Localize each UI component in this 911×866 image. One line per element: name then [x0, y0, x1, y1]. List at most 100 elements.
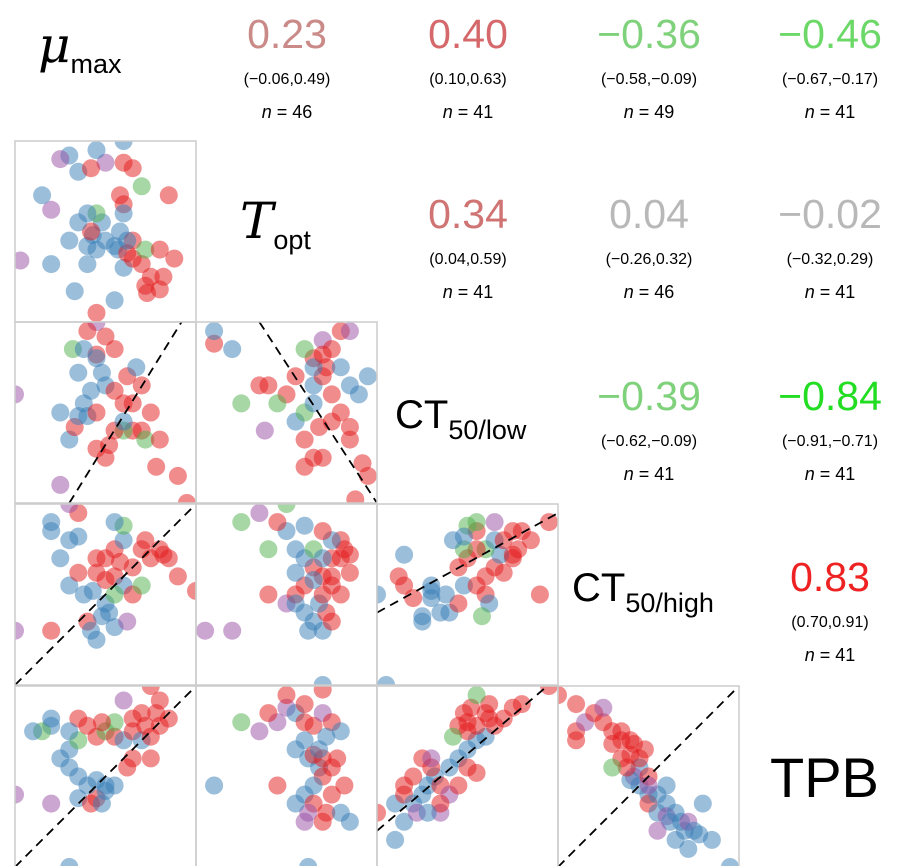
variable-subscript: opt	[273, 225, 311, 255]
data-point	[33, 186, 52, 205]
variable-label: CT50/low	[395, 395, 526, 445]
data-point	[295, 340, 314, 359]
data-point	[223, 621, 242, 640]
data-point	[299, 858, 318, 866]
data-point	[693, 794, 712, 813]
correlation-cell: −0.46 (−0.67,−0.17) n = 41	[740, 14, 911, 123]
data-point	[196, 621, 215, 640]
data-point	[444, 531, 462, 550]
data-point	[340, 563, 359, 582]
data-point	[473, 607, 491, 626]
data-point	[503, 522, 522, 541]
sample-size: n = 49	[623, 102, 675, 122]
confidence-interval: (−0.06,0.49)	[243, 71, 331, 88]
data-point	[154, 267, 173, 286]
data-point	[141, 267, 160, 286]
data-point	[679, 839, 698, 858]
scatter-panels	[14, 140, 740, 866]
data-point	[96, 327, 115, 346]
data-point	[69, 527, 88, 546]
data-point	[467, 686, 486, 704]
data-point	[205, 776, 224, 795]
data-point	[304, 358, 323, 377]
regression-line	[258, 322, 377, 503]
data-point	[42, 513, 61, 532]
confidence-interval: (−0.58,−0.09)	[600, 71, 698, 88]
data-point	[454, 576, 473, 595]
data-point	[413, 607, 432, 626]
correlation-value: −0.39	[597, 373, 701, 419]
sample-size: n = 46	[261, 102, 313, 122]
correlation-value: 0.04	[609, 191, 689, 237]
data-point	[313, 549, 332, 568]
data-point	[444, 727, 462, 746]
data-point	[310, 418, 329, 436]
data-point	[389, 567, 408, 586]
data-point	[114, 531, 133, 550]
data-point	[205, 322, 224, 341]
confidence-interval: (0.04,0.59)	[429, 251, 507, 268]
data-point	[51, 403, 70, 422]
scatter-panel-r3-c2	[376, 503, 559, 686]
data-point	[431, 794, 450, 813]
data-point	[136, 531, 155, 550]
data-point	[232, 394, 251, 413]
data-point	[340, 812, 359, 831]
data-point	[105, 340, 124, 359]
data-point	[449, 594, 468, 613]
data-point	[15, 251, 30, 270]
correlation-value: 0.83	[790, 554, 870, 600]
correlation-value: −0.46	[778, 11, 882, 57]
data-point	[449, 776, 468, 795]
data-point	[657, 776, 676, 795]
data-point	[558, 686, 567, 704]
data-point	[494, 563, 513, 582]
data-point	[436, 585, 455, 604]
data-point	[111, 186, 129, 205]
variable-subscript: max	[70, 49, 122, 79]
data-point	[322, 385, 341, 404]
data-point	[150, 691, 169, 710]
data-point	[51, 475, 70, 494]
correlation-cell: 0.04 (−0.26,0.32) n = 46	[559, 194, 739, 303]
data-point	[313, 686, 332, 699]
data-point	[277, 686, 296, 704]
data-point	[594, 698, 613, 717]
data-point	[78, 255, 97, 274]
data-point	[259, 704, 278, 723]
correlation-value: −0.36	[597, 11, 701, 57]
data-point	[15, 385, 24, 404]
confidence-interval: (−0.67,−0.17)	[781, 71, 879, 88]
data-point	[147, 457, 166, 476]
data-point	[136, 240, 155, 259]
data-point	[250, 722, 269, 741]
data-point	[118, 612, 137, 631]
variable-label: Topt	[240, 196, 311, 255]
data-point	[87, 349, 106, 368]
data-point	[377, 585, 386, 604]
data-point	[313, 676, 332, 685]
panel-frame	[557, 685, 740, 866]
panel-frame	[195, 321, 378, 504]
data-point	[639, 776, 658, 795]
data-point	[118, 231, 137, 250]
data-point	[509, 540, 528, 559]
confidence-interval: (−0.91,−0.71)	[781, 433, 879, 450]
data-point	[335, 776, 354, 795]
data-point	[78, 322, 97, 341]
regression-line	[15, 686, 196, 866]
data-point	[69, 563, 88, 582]
data-point	[250, 504, 269, 522]
data-point	[232, 713, 251, 732]
data-point	[105, 713, 124, 732]
scatter-panel-r3-c0	[14, 503, 197, 686]
data-point	[132, 576, 151, 595]
sample-size: n = 41	[804, 282, 856, 302]
data-point	[74, 585, 93, 604]
data-point	[51, 150, 70, 169]
data-point	[467, 513, 486, 532]
data-point	[418, 803, 437, 822]
data-point	[617, 758, 636, 777]
data-point	[521, 531, 540, 550]
confidence-interval: (−0.32,0.29)	[786, 251, 874, 268]
